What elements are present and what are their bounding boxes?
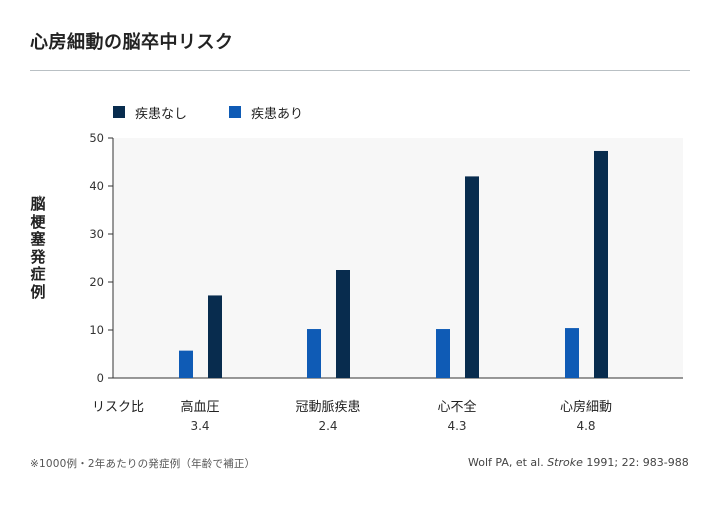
y-tick-label: 0 bbox=[97, 371, 104, 385]
risk-ratio-value: 4.8 bbox=[576, 419, 595, 433]
y-axis-label-char: 脳 bbox=[30, 195, 46, 213]
footnote: ※1000例・2年あたりの発症例（年齢で補正） bbox=[30, 458, 256, 470]
ylabel-footnote-mark: ※ bbox=[36, 195, 44, 205]
y-tick-label: 20 bbox=[89, 275, 104, 289]
legend-label-with-disease: 疾患あり bbox=[251, 107, 304, 122]
y-axis-label-char: 症 bbox=[30, 265, 46, 283]
bar-with-disease bbox=[565, 328, 579, 378]
y-tick-label: 40 bbox=[89, 179, 104, 193]
x-category-label: 冠動脈疾患 bbox=[295, 400, 360, 415]
y-axis-label-char: 例 bbox=[30, 282, 46, 301]
y-tick-label: 10 bbox=[89, 323, 104, 337]
chart-title: 心房細動の脳卒中リスク bbox=[30, 32, 234, 53]
bar-with-disease bbox=[436, 329, 450, 378]
bar-without-disease bbox=[336, 270, 350, 378]
citation-authors: Wolf PA, et al. bbox=[468, 456, 548, 469]
bar-with-disease bbox=[307, 329, 321, 378]
y-axis-label-text: 脳梗塞発症例 bbox=[27, 195, 49, 301]
citation: Wolf PA, et al. Stroke 1991; 22: 983-988 bbox=[468, 456, 689, 469]
risk-ratio-value: 4.3 bbox=[447, 419, 466, 433]
bar-without-disease bbox=[465, 176, 479, 378]
y-axis-label-char: 発 bbox=[30, 247, 46, 266]
x-category-label: 心不全 bbox=[437, 399, 476, 415]
citation-journal: Stroke bbox=[547, 456, 583, 469]
y-tick-label: 50 bbox=[89, 131, 104, 145]
x-category-label: 高血圧 bbox=[180, 399, 219, 415]
y-tick-label: 30 bbox=[89, 227, 104, 241]
legend-swatch-with-disease bbox=[229, 106, 241, 118]
title-divider bbox=[30, 70, 690, 71]
legend-label-without-disease: 疾患なし bbox=[135, 107, 188, 122]
bar-without-disease bbox=[594, 150, 608, 378]
legend-swatch-without-disease bbox=[113, 106, 125, 118]
x-category-label: 心房細動 bbox=[560, 399, 612, 415]
risk-ratio-value: 3.4 bbox=[190, 419, 209, 433]
bar-with-disease bbox=[179, 350, 193, 378]
bar-without-disease bbox=[208, 295, 222, 378]
risk-ratio-label: リスク比 bbox=[92, 400, 144, 415]
risk-ratio-value: 2.4 bbox=[318, 419, 337, 433]
y-axis-label-char: 塞 bbox=[30, 230, 46, 248]
y-axis-label: 脳梗塞発症例 bbox=[27, 195, 49, 301]
citation-details: 1991; 22: 983-988 bbox=[582, 456, 689, 469]
y-axis-label-char: 梗 bbox=[30, 212, 46, 231]
